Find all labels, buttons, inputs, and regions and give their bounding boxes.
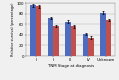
Bar [100, 13, 106, 56]
X-axis label: TNM Stage at diagnosis: TNM Stage at diagnosis [48, 64, 94, 68]
Bar [71, 26, 76, 56]
Bar [83, 34, 88, 56]
Bar [106, 20, 111, 56]
Y-axis label: Relative survival (percentage): Relative survival (percentage) [10, 3, 15, 56]
Bar [36, 6, 41, 56]
Bar [65, 22, 71, 56]
Bar [88, 38, 94, 56]
Bar [48, 18, 53, 56]
Bar [53, 26, 59, 56]
Bar [30, 5, 36, 56]
